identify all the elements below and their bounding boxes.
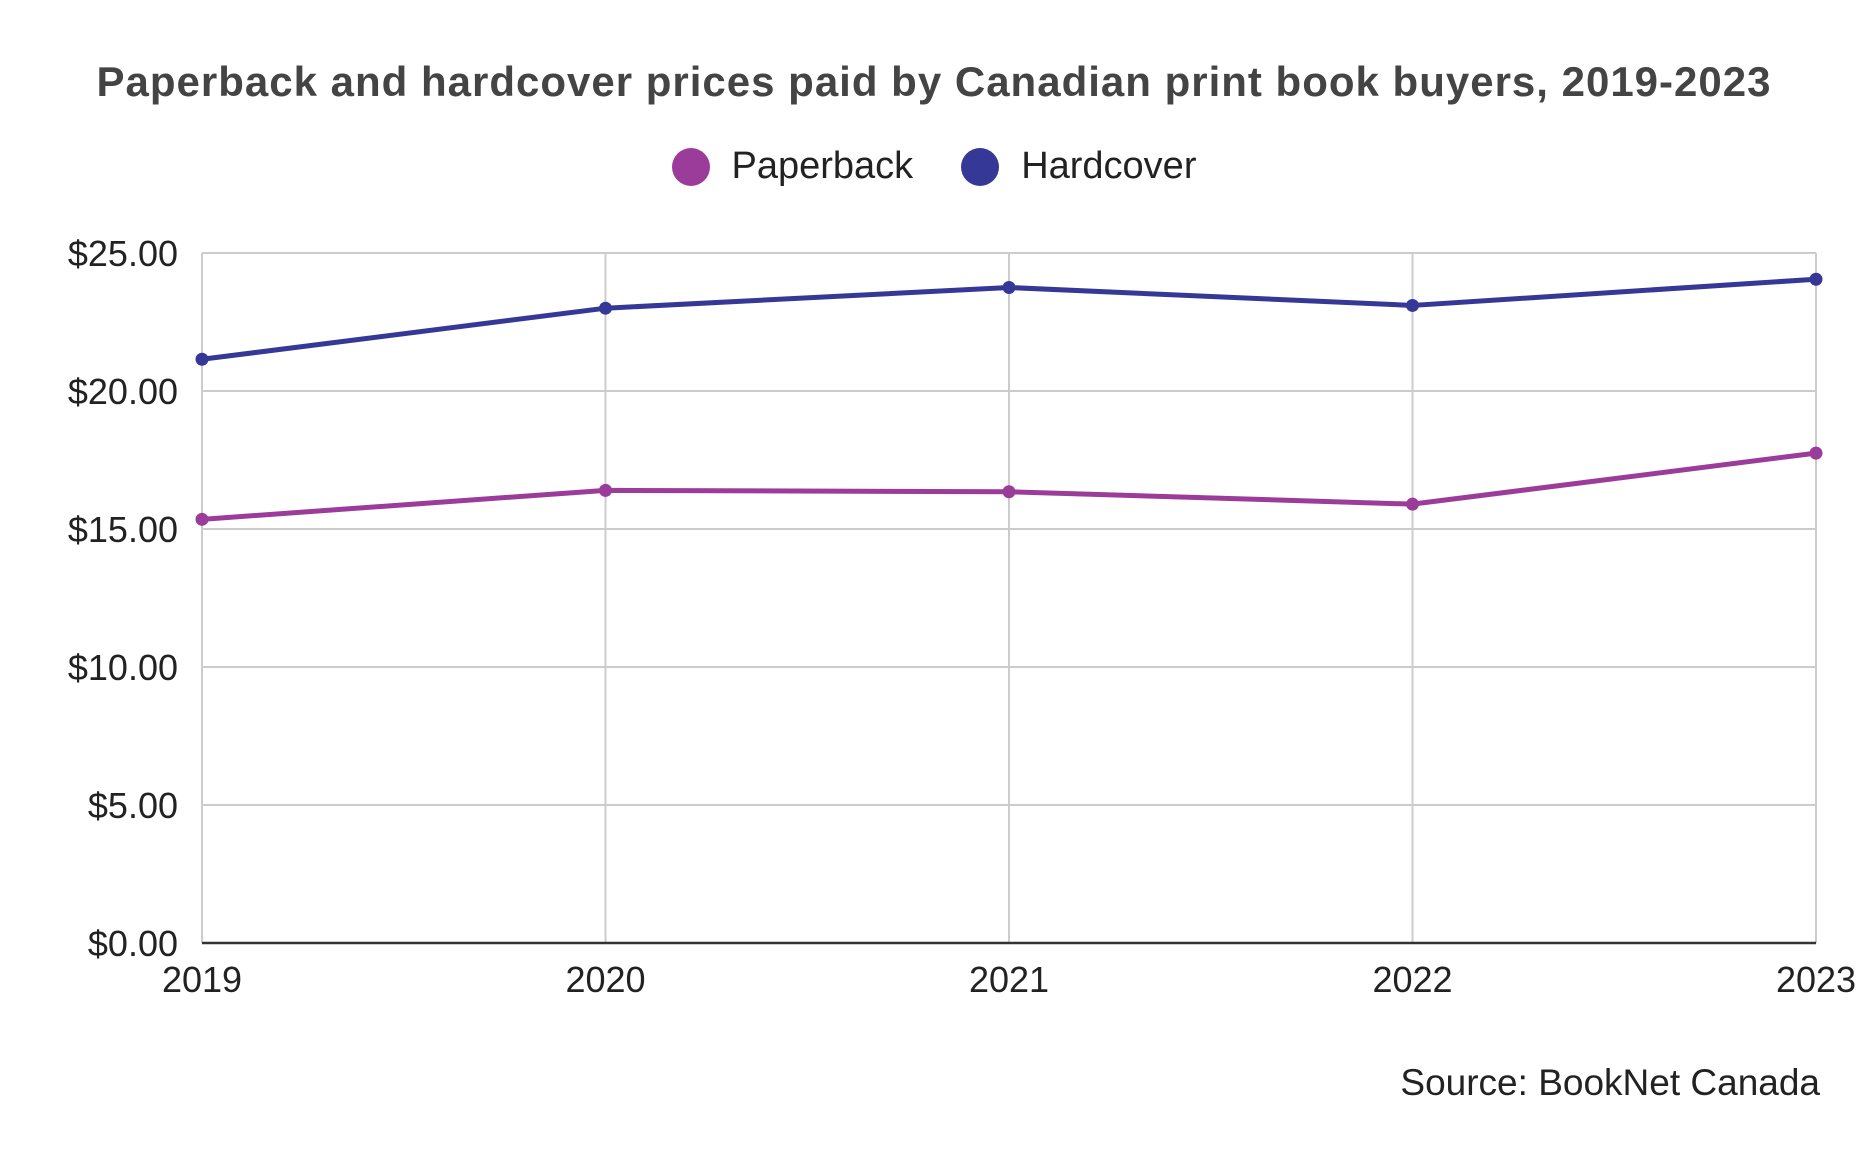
y-tick-label: $5.00 (88, 785, 178, 826)
y-tick-label: $20.00 (68, 371, 178, 412)
x-tick-label: 2021 (969, 959, 1049, 1000)
data-point-hardcover (1406, 298, 1419, 312)
data-point-hardcover (1002, 281, 1016, 294)
data-point-hardcover (195, 352, 209, 366)
data-point-hardcover (1809, 272, 1823, 286)
y-tick-label: $15.00 (68, 509, 178, 550)
x-tick-label: 2020 (565, 959, 645, 1000)
legend-swatch-hardcover (961, 147, 1000, 186)
chart-legend: Paperback Hardcover (0, 145, 1868, 188)
data-point-paperback (1002, 485, 1016, 499)
data-point-paperback (599, 483, 612, 497)
legend-item-paperback[interactable]: Paperback (671, 145, 914, 188)
y-tick-label: $10.00 (68, 647, 178, 688)
y-tick-label: $0.00 (88, 923, 178, 964)
x-tick-label: 2023 (1776, 959, 1856, 1000)
legend-label-hardcover: Hardcover (1021, 145, 1197, 187)
legend-swatch-paperback (671, 147, 710, 186)
data-point-paperback (1406, 497, 1419, 511)
y-tick-label: $25.00 (68, 233, 178, 274)
data-point-paperback (1809, 446, 1823, 460)
data-point-paperback (195, 512, 209, 526)
x-tick-label: 2022 (1372, 959, 1452, 1000)
legend-item-hardcover[interactable]: Hardcover (961, 145, 1196, 188)
legend-label-paperback: Paperback (731, 145, 914, 187)
chart-title: Paperback and hardcover prices paid by C… (96, 58, 1772, 105)
data-point-hardcover (599, 301, 612, 315)
source-note: Source: BookNet Canada (1400, 1062, 1820, 1103)
x-tick-label: 2019 (162, 959, 242, 1000)
